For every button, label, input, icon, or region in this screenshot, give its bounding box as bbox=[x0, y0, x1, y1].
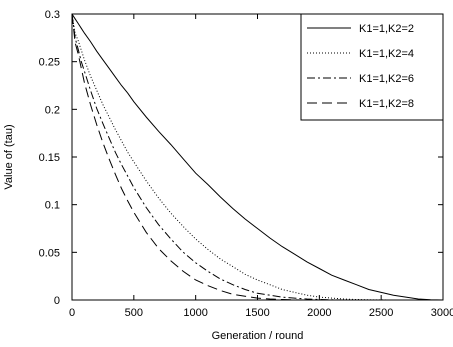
legend-box bbox=[300, 13, 444, 121]
legend-label-3: K1=1,K2=6 bbox=[359, 73, 414, 85]
y-axis-title: Value of (tau) bbox=[3, 124, 15, 189]
x-tick-label: 1000 bbox=[183, 307, 207, 319]
x-tick-label: 2000 bbox=[307, 307, 331, 319]
series-line-3 bbox=[71, 13, 443, 301]
y-axis: 0 0.05 0.1 0.15 0.2 0.25 0.3 bbox=[39, 9, 443, 307]
x-tick-label: 0 bbox=[69, 307, 75, 319]
x-tick-label: 3000 bbox=[431, 307, 453, 319]
y-tick-label: 0.25 bbox=[39, 57, 60, 69]
y-tick-label: 0.05 bbox=[39, 247, 60, 259]
x-axis-title: Generation / round bbox=[212, 330, 304, 342]
x-tick-label: 1500 bbox=[245, 307, 269, 319]
legend-label-2: K1=1,K2=4 bbox=[359, 48, 414, 60]
x-tick-label: 500 bbox=[125, 307, 143, 319]
series-line-1 bbox=[71, 13, 444, 301]
y-tick-label: 0.1 bbox=[45, 200, 60, 212]
legend-label-4: K1=1,K2=8 bbox=[359, 98, 414, 110]
series-line-4 bbox=[71, 13, 443, 301]
y-tick-label: 0.3 bbox=[45, 9, 60, 21]
x-tick-label: 2500 bbox=[369, 307, 393, 319]
y-tick-label: 0.15 bbox=[39, 152, 60, 164]
legend-label-1: K1=1,K2=2 bbox=[359, 23, 414, 35]
legend: K1=1,K2=2 K1=1,K2=4 K1=1,K2=6 K1=1,K2=8 bbox=[300, 13, 444, 121]
y-tick-label: 0 bbox=[54, 295, 60, 307]
y-tick-label: 0.2 bbox=[45, 104, 60, 116]
x-axis: 0 500 1000 1500 2000 2500 3000 bbox=[69, 14, 453, 319]
